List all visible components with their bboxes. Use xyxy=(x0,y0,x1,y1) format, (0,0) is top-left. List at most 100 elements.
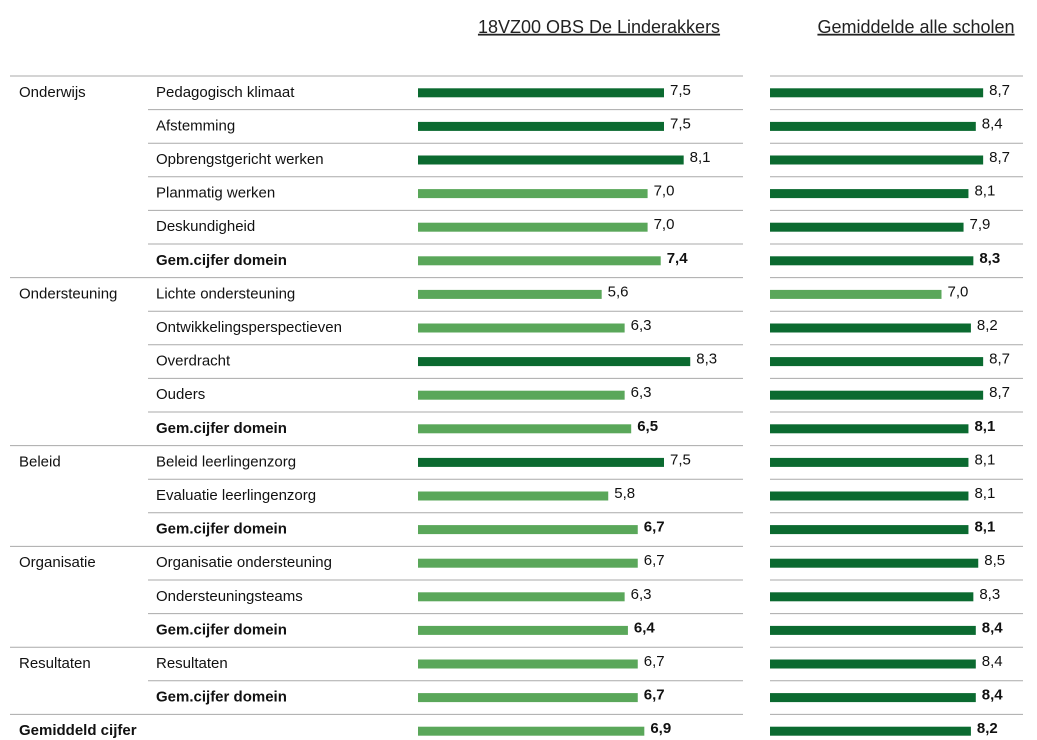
value-label: 7,0 xyxy=(654,216,675,233)
bar xyxy=(770,558,979,568)
value-label: 5,8 xyxy=(614,485,635,502)
bar xyxy=(418,693,638,703)
category-label: Gem.cijfer domein xyxy=(156,420,287,437)
bar xyxy=(418,457,664,467)
bar xyxy=(770,155,984,165)
category-label: Ouders xyxy=(156,386,205,403)
bar xyxy=(770,121,976,131)
value-label: 8,7 xyxy=(989,351,1010,368)
value-label: 6,3 xyxy=(631,317,652,334)
bar xyxy=(770,222,964,232)
value-label: 8,7 xyxy=(989,82,1010,99)
bar xyxy=(418,323,625,333)
value-label: 7,5 xyxy=(670,115,691,132)
category-label: Overdracht xyxy=(156,353,231,370)
category-label: Gem.cijfer domein xyxy=(156,621,287,638)
bar xyxy=(418,592,625,602)
bar xyxy=(418,357,691,367)
value-label: 7,5 xyxy=(670,82,691,99)
bar xyxy=(418,424,632,434)
bar xyxy=(770,726,971,736)
category-label: Opbrengstgericht werken xyxy=(156,151,324,168)
group-label: Organisatie xyxy=(19,554,96,571)
bar xyxy=(418,390,625,400)
bar xyxy=(770,256,974,266)
category-label: Lichte ondersteuning xyxy=(156,285,295,302)
value-label: 5,6 xyxy=(608,283,629,300)
bar xyxy=(418,88,664,98)
value-label: 6,4 xyxy=(634,619,656,636)
value-label: 7,9 xyxy=(970,216,991,233)
value-label: 8,4 xyxy=(982,653,1003,670)
value-label: 8,2 xyxy=(977,317,998,334)
bar xyxy=(770,289,942,299)
bar xyxy=(418,256,661,266)
value-label: 8,3 xyxy=(696,351,717,368)
category-label: Afstemming xyxy=(156,117,235,134)
value-label: 7,5 xyxy=(670,451,691,468)
value-label: 6,3 xyxy=(631,384,652,401)
value-label: 8,1 xyxy=(974,519,995,536)
group-label: Onderwijs xyxy=(19,84,86,101)
bar xyxy=(418,625,628,635)
value-label: 6,7 xyxy=(644,519,665,536)
bar xyxy=(770,424,969,434)
value-label: 8,4 xyxy=(982,687,1004,704)
group-label: Ondersteuning xyxy=(19,285,117,302)
bar xyxy=(418,155,684,165)
bar xyxy=(418,289,602,299)
value-label: 8,7 xyxy=(989,384,1010,401)
category-label: Pedagogisch klimaat xyxy=(156,84,295,101)
bar xyxy=(418,189,648,199)
group-label: Resultaten xyxy=(19,655,91,672)
value-label: 8,3 xyxy=(979,586,1000,603)
bar xyxy=(418,659,638,669)
series-header: Gemiddelde alle scholen xyxy=(817,17,1014,37)
category-label: Ontwikkelingsperspectieven xyxy=(156,319,342,336)
bar xyxy=(418,222,648,232)
value-label: 8,1 xyxy=(974,485,995,502)
value-label: 8,7 xyxy=(989,149,1010,166)
bar xyxy=(770,88,984,98)
value-label: 8,1 xyxy=(974,183,995,200)
value-label: 6,7 xyxy=(644,687,665,704)
bar xyxy=(770,525,969,535)
category-label: Deskundigheid xyxy=(156,218,255,235)
value-label: 6,3 xyxy=(631,586,652,603)
value-label: 8,4 xyxy=(982,115,1003,132)
bar xyxy=(418,525,638,535)
bar xyxy=(418,558,638,568)
category-label: Organisatie ondersteuning xyxy=(156,554,332,571)
bar xyxy=(770,625,976,635)
category-label: Planmatig werken xyxy=(156,185,275,202)
bar xyxy=(770,323,971,333)
category-label: Beleid leerlingenzorg xyxy=(156,453,296,470)
value-label: 6,5 xyxy=(637,418,658,435)
category-label: Ondersteuningsteams xyxy=(156,588,303,605)
value-label: 8,2 xyxy=(977,720,998,737)
bar xyxy=(770,659,976,669)
group-label: Beleid xyxy=(19,453,61,470)
value-label: 8,1 xyxy=(690,149,711,166)
group-label: Gemiddeld cijfer xyxy=(19,722,137,739)
value-label: 7,0 xyxy=(654,183,675,200)
bar xyxy=(770,357,984,367)
category-label: Gem.cijfer domein xyxy=(156,252,287,269)
value-label: 8,1 xyxy=(974,451,995,468)
bar xyxy=(770,491,969,501)
category-label: Gem.cijfer domein xyxy=(156,521,287,538)
category-label: Evaluatie leerlingenzorg xyxy=(156,487,316,504)
value-label: 7,0 xyxy=(948,283,969,300)
series-header: 18VZ00 OBS De Linderakkers xyxy=(478,17,720,37)
value-label: 8,3 xyxy=(979,250,1000,267)
category-label: Gem.cijfer domein xyxy=(156,689,287,706)
value-label: 8,4 xyxy=(982,619,1004,636)
bar xyxy=(418,121,664,131)
value-label: 7,4 xyxy=(667,250,689,267)
value-label: 6,9 xyxy=(650,720,671,737)
bar xyxy=(770,592,974,602)
value-label: 8,1 xyxy=(974,418,995,435)
bar xyxy=(418,726,645,736)
bar xyxy=(770,390,984,400)
